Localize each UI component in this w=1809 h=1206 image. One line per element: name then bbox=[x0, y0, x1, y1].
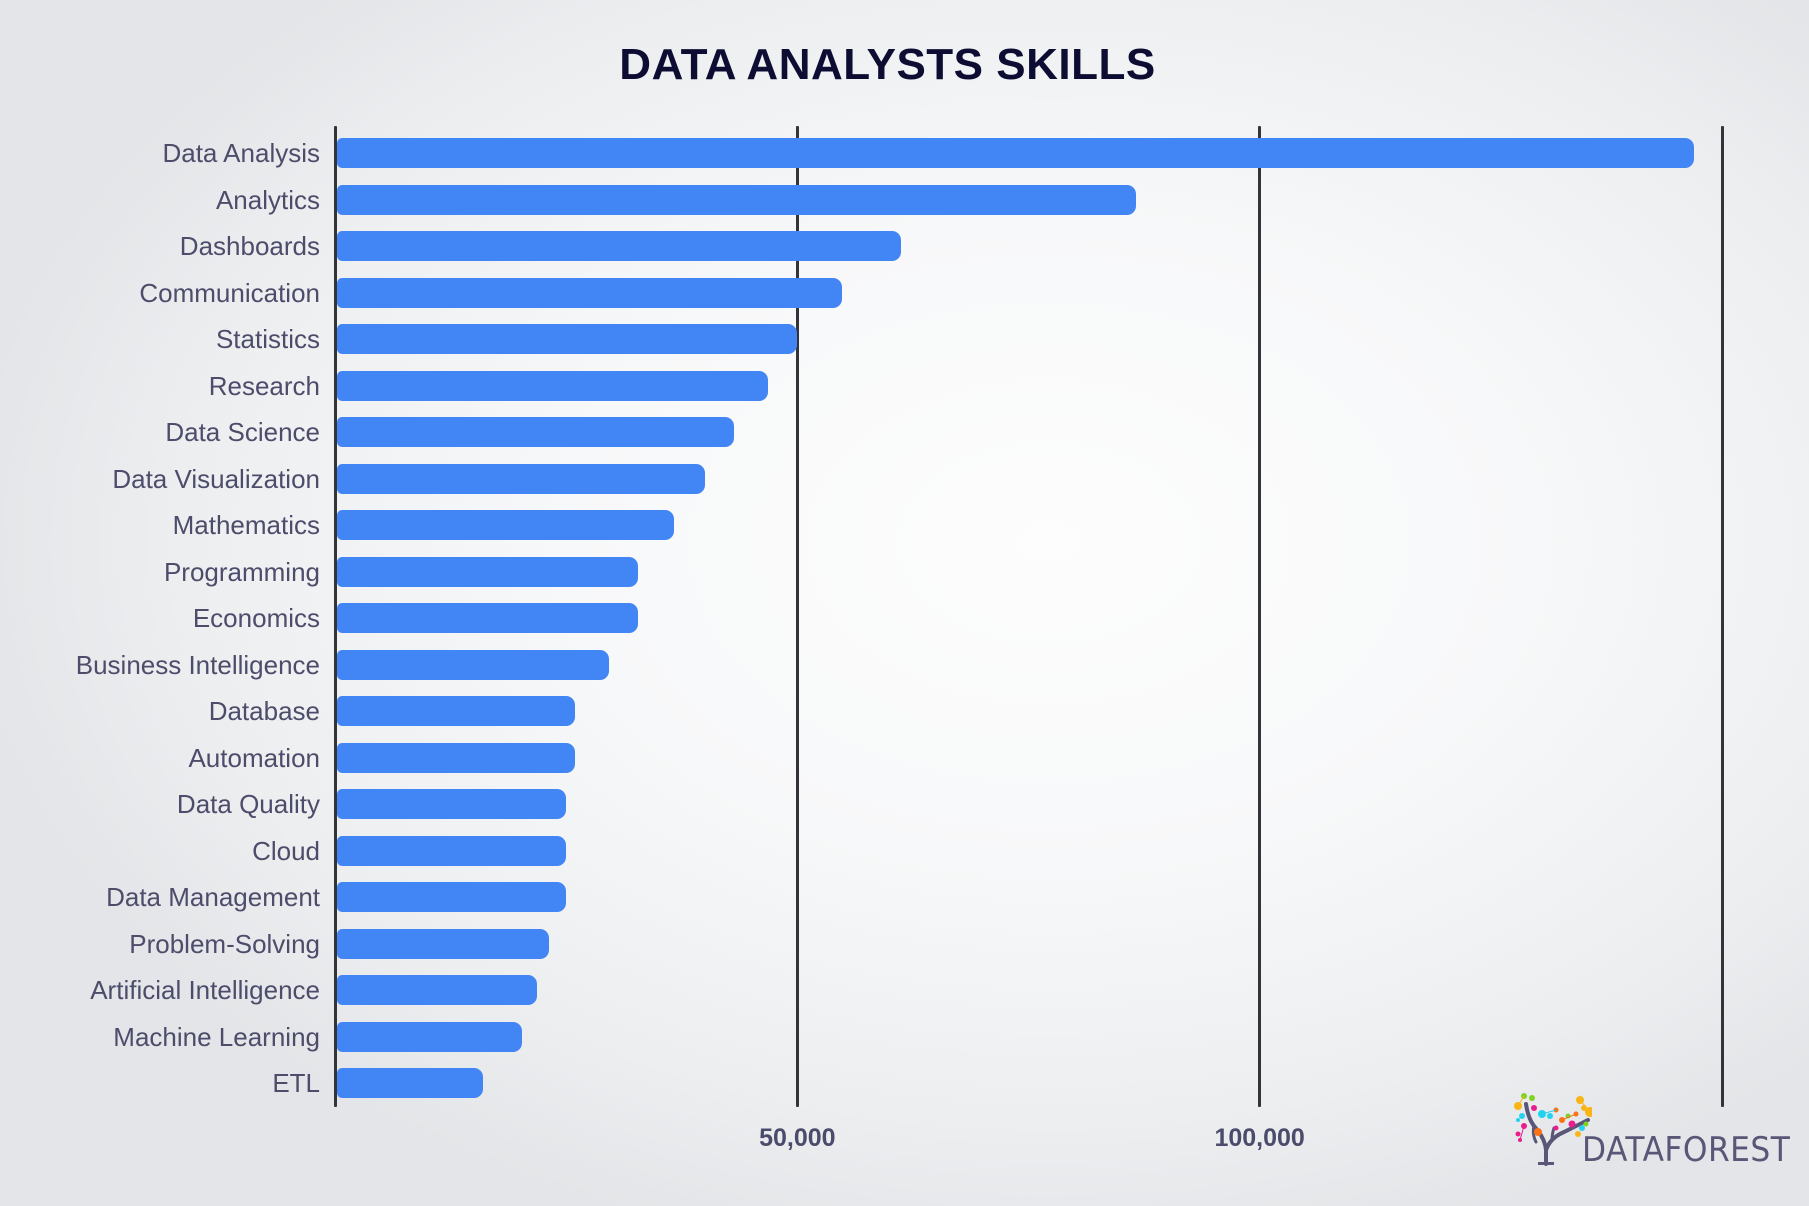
bar-row: Data Analysis bbox=[0, 138, 1809, 168]
bar-row: Programming bbox=[0, 556, 1809, 587]
category-label: Statistics bbox=[215, 324, 320, 354]
gridline-100000 bbox=[1258, 126, 1262, 1107]
category-label: Communication bbox=[139, 277, 320, 308]
bar[interactable] bbox=[337, 975, 537, 1005]
bar[interactable] bbox=[337, 556, 639, 587]
bar[interactable] bbox=[337, 324, 798, 354]
bar[interactable] bbox=[337, 789, 567, 819]
x-tick-label: 100,000 bbox=[1214, 1124, 1305, 1152]
bar-row: Data Quality bbox=[0, 789, 1809, 819]
bar-row: Business Intelligence bbox=[0, 649, 1809, 680]
bar-row: Automation bbox=[0, 742, 1809, 773]
category-label: Database bbox=[208, 696, 320, 726]
bar[interactable] bbox=[337, 1068, 483, 1098]
bar[interactable] bbox=[337, 696, 576, 726]
tree-network-icon bbox=[1514, 1093, 1592, 1166]
bar-row: Problem-Solving bbox=[0, 928, 1809, 959]
category-label: Analytics bbox=[215, 184, 320, 215]
y-axis-line bbox=[333, 126, 337, 1107]
bar-row: Machine Learning bbox=[0, 1021, 1809, 1052]
bar-row: Data Science bbox=[0, 417, 1809, 447]
chart-title: DATA ANALYSTS SKILLS bbox=[619, 40, 1156, 89]
brand-name: DATAFOREST bbox=[1582, 1130, 1791, 1170]
bar[interactable] bbox=[337, 138, 1695, 168]
category-label: ETL bbox=[272, 1068, 320, 1098]
bar-row: Analytics bbox=[0, 184, 1809, 215]
gridline-50000 bbox=[795, 126, 799, 1107]
category-label: Programming bbox=[163, 556, 320, 587]
bar[interactable] bbox=[337, 370, 768, 401]
category-label: Research bbox=[208, 370, 320, 401]
bar[interactable] bbox=[337, 603, 639, 633]
bar-row: Statistics bbox=[0, 324, 1809, 354]
category-label: Machine Learning bbox=[113, 1021, 320, 1052]
category-label: Data Management bbox=[106, 882, 320, 912]
category-label: Cloud bbox=[252, 835, 320, 866]
bar-row: Artificial Intelligence bbox=[0, 975, 1809, 1005]
category-label: Economics bbox=[192, 603, 320, 633]
bar[interactable] bbox=[337, 184, 1136, 215]
category-label: Artificial Intelligence bbox=[90, 975, 320, 1005]
category-label: Data Visualization bbox=[112, 463, 320, 494]
bar-row: Mathematics bbox=[0, 510, 1809, 540]
bar[interactable] bbox=[337, 231, 901, 261]
bar-row: Dashboards bbox=[0, 231, 1809, 261]
category-label: Data Analysis bbox=[162, 138, 320, 168]
bar-row: Economics bbox=[0, 603, 1809, 633]
bar[interactable] bbox=[337, 463, 705, 494]
category-label: Data Quality bbox=[176, 789, 320, 819]
bar-row: Research bbox=[0, 370, 1809, 401]
gridline-150000 bbox=[1720, 126, 1724, 1107]
dataforest-logo: DATAFOREST bbox=[1512, 1088, 1790, 1168]
category-label: Dashboards bbox=[179, 231, 320, 261]
bar[interactable] bbox=[337, 882, 567, 912]
category-label: Business Intelligence bbox=[75, 649, 320, 680]
category-label: Automation bbox=[188, 742, 320, 773]
bar[interactable] bbox=[337, 649, 609, 680]
bar[interactable] bbox=[337, 835, 567, 866]
bar-row: Communication bbox=[0, 277, 1809, 308]
bar-row: Data Management bbox=[0, 882, 1809, 912]
bar[interactable] bbox=[337, 510, 675, 540]
bar[interactable] bbox=[337, 928, 549, 959]
bar-row: ETL bbox=[0, 1068, 1809, 1098]
bar[interactable] bbox=[337, 1021, 522, 1052]
bar-row: Cloud bbox=[0, 835, 1809, 866]
bar[interactable] bbox=[337, 742, 576, 773]
category-label: Mathematics bbox=[172, 510, 320, 540]
bar[interactable] bbox=[337, 417, 735, 447]
category-label: Problem-Solving bbox=[129, 928, 320, 959]
x-tick-label: 50,000 bbox=[759, 1124, 836, 1152]
category-label: Data Science bbox=[165, 417, 320, 447]
bar[interactable] bbox=[337, 277, 842, 308]
bar-row: Data Visualization bbox=[0, 463, 1809, 494]
bar-row: Database bbox=[0, 696, 1809, 726]
